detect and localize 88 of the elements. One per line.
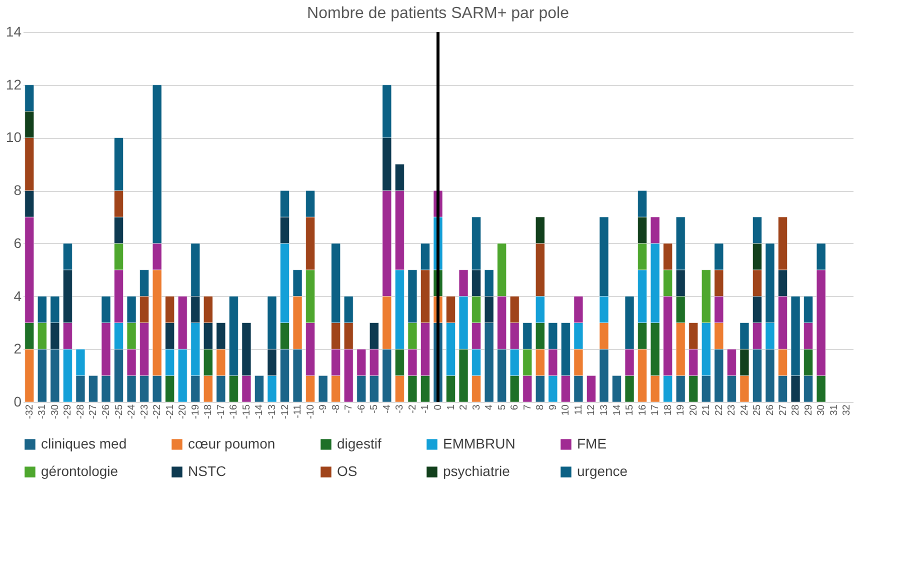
x-tick-label: -3 xyxy=(394,404,406,414)
x-tick-label: 2 xyxy=(458,404,470,410)
x-tick-label: 5 xyxy=(496,404,508,410)
bar xyxy=(88,375,98,402)
x-tick-label: -10 xyxy=(305,404,316,419)
bar xyxy=(318,375,328,402)
x-tick-label: -24 xyxy=(126,404,138,419)
x-tick-label: 8 xyxy=(535,404,546,410)
x-tick-label: -11 xyxy=(292,404,304,418)
x-tick-label: -5 xyxy=(369,404,380,414)
x-tick-label: 4 xyxy=(484,404,496,410)
chart-title: Nombre de patients SARM+ par pole xyxy=(307,5,570,22)
legend-label: cœur poumon xyxy=(188,435,276,452)
x-tick-label: -16 xyxy=(228,404,240,419)
x-tick-label: 13 xyxy=(599,404,610,416)
x-tick-label: 7 xyxy=(522,404,534,410)
x-tick-label: 19 xyxy=(676,404,687,416)
x-tick-label: -25 xyxy=(114,404,125,419)
x-tick-label: -19 xyxy=(190,404,202,419)
x-tick-label: 29 xyxy=(803,404,814,416)
y-tick-label: 2 xyxy=(14,340,22,357)
legend-label: psychiatrie xyxy=(443,463,510,479)
x-tick-label: -26 xyxy=(101,404,112,419)
x-tick-label: -7 xyxy=(344,404,355,414)
x-tick-label: -1 xyxy=(420,404,432,414)
legend-label: gérontologie xyxy=(41,463,118,479)
x-tick-label: -4 xyxy=(382,404,393,414)
legend-label: cliniques med xyxy=(41,435,127,452)
legend-label: NSTC xyxy=(188,463,226,479)
x-tick-label: 14 xyxy=(612,404,623,416)
x-tick-label: 12 xyxy=(586,404,598,416)
bar xyxy=(612,375,622,402)
y-tick-label: 10 xyxy=(6,129,22,146)
x-tick-label: 26 xyxy=(765,404,776,416)
x-tick-label: 25 xyxy=(752,404,764,416)
x-tick-label: -9 xyxy=(318,404,330,414)
x-tick-label: -2 xyxy=(407,404,418,414)
x-tick-label: -22 xyxy=(152,404,164,419)
x-tick-label: 22 xyxy=(714,404,725,416)
x-tick-label: -29 xyxy=(62,404,74,419)
x-tick-label: 9 xyxy=(548,404,559,410)
bar xyxy=(254,375,264,402)
x-tick-label: -18 xyxy=(203,404,214,419)
y-tick-label: 12 xyxy=(6,76,22,92)
x-tick-label: 23 xyxy=(726,404,738,416)
legend-label: FME xyxy=(577,435,607,452)
x-tick-label: 24 xyxy=(739,404,750,416)
x-tick-label: -12 xyxy=(280,404,291,419)
x-tick-label: -23 xyxy=(139,404,150,419)
x-tick-label: -14 xyxy=(254,404,266,419)
y-tick-label: 14 xyxy=(6,24,22,40)
x-tick-label: -31 xyxy=(37,404,48,419)
x-tick-label: 6 xyxy=(510,404,521,410)
x-tick-label: 10 xyxy=(560,404,572,416)
x-tick-label: 17 xyxy=(650,404,662,416)
x-tick-label: -30 xyxy=(50,404,61,419)
x-tick-label: 31 xyxy=(828,404,840,416)
x-tick-label: 1 xyxy=(446,404,457,410)
y-tick-label: 6 xyxy=(14,234,22,251)
bar xyxy=(586,375,596,402)
x-tick-label: 30 xyxy=(816,404,828,416)
legend-label: digestif xyxy=(337,435,382,452)
x-tick-label: -6 xyxy=(356,404,368,414)
x-tick-label: 0 xyxy=(433,404,444,410)
y-tick-label: 8 xyxy=(14,182,22,198)
x-tick-label: -8 xyxy=(330,404,342,414)
x-tick-label: 27 xyxy=(778,404,789,416)
x-tick-label: -27 xyxy=(88,404,100,419)
x-tick-label: -13 xyxy=(267,404,278,419)
x-tick-label: 20 xyxy=(688,404,700,416)
x-tick-label: -28 xyxy=(75,404,86,419)
x-tick-label: -20 xyxy=(178,404,189,419)
legend-label: urgence xyxy=(577,463,628,479)
x-tick-label: 21 xyxy=(701,404,712,416)
x-tick-label: -32 xyxy=(24,404,36,419)
legend-label: EMMBRUN xyxy=(443,435,516,452)
x-tick-label: 11 xyxy=(573,404,584,415)
y-tick-label: 4 xyxy=(14,288,22,304)
x-tick-label: -15 xyxy=(241,404,252,419)
x-tick-label: 15 xyxy=(624,404,636,416)
x-tick-label: 28 xyxy=(790,404,802,416)
x-tick-label: -21 xyxy=(164,404,176,419)
x-tick-label: 16 xyxy=(637,404,648,416)
x-tick-label: -17 xyxy=(216,404,227,419)
x-tick-label: 18 xyxy=(662,404,674,416)
legend-label: OS xyxy=(337,463,358,479)
x-tick-label: 3 xyxy=(471,404,482,410)
x-tick-label: 32 xyxy=(842,404,853,416)
